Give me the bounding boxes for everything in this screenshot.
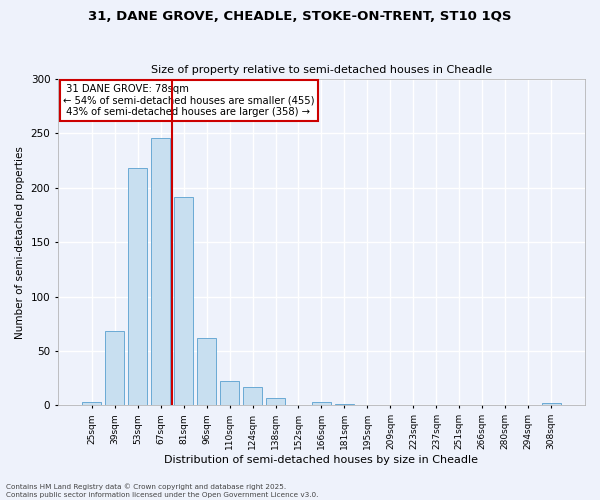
Title: Size of property relative to semi-detached houses in Cheadle: Size of property relative to semi-detach… (151, 66, 492, 76)
Text: 31, DANE GROVE, CHEADLE, STOKE-ON-TRENT, ST10 1QS: 31, DANE GROVE, CHEADLE, STOKE-ON-TRENT,… (88, 10, 512, 23)
Bar (266, 398, 285, 406)
Text: Contains public sector information licensed under the Open Government Licence v3: Contains public sector information licen… (6, 492, 319, 498)
Bar (174, 196, 193, 406)
Bar (128, 168, 148, 406)
Bar (151, 138, 170, 406)
Y-axis label: Number of semi-detached properties: Number of semi-detached properties (15, 146, 25, 338)
Bar (105, 332, 124, 406)
Bar (243, 387, 262, 406)
Text: 31 DANE GROVE: 78sqm
← 54% of semi-detached houses are smaller (455)
 43% of sem: 31 DANE GROVE: 78sqm ← 54% of semi-detac… (63, 84, 315, 117)
Bar (542, 404, 561, 406)
Bar (197, 338, 217, 406)
Bar (82, 402, 101, 406)
X-axis label: Distribution of semi-detached houses by size in Cheadle: Distribution of semi-detached houses by … (164, 455, 478, 465)
Bar (312, 402, 331, 406)
Text: Contains HM Land Registry data © Crown copyright and database right 2025.: Contains HM Land Registry data © Crown c… (6, 484, 286, 490)
Bar (335, 404, 354, 406)
Bar (220, 382, 239, 406)
